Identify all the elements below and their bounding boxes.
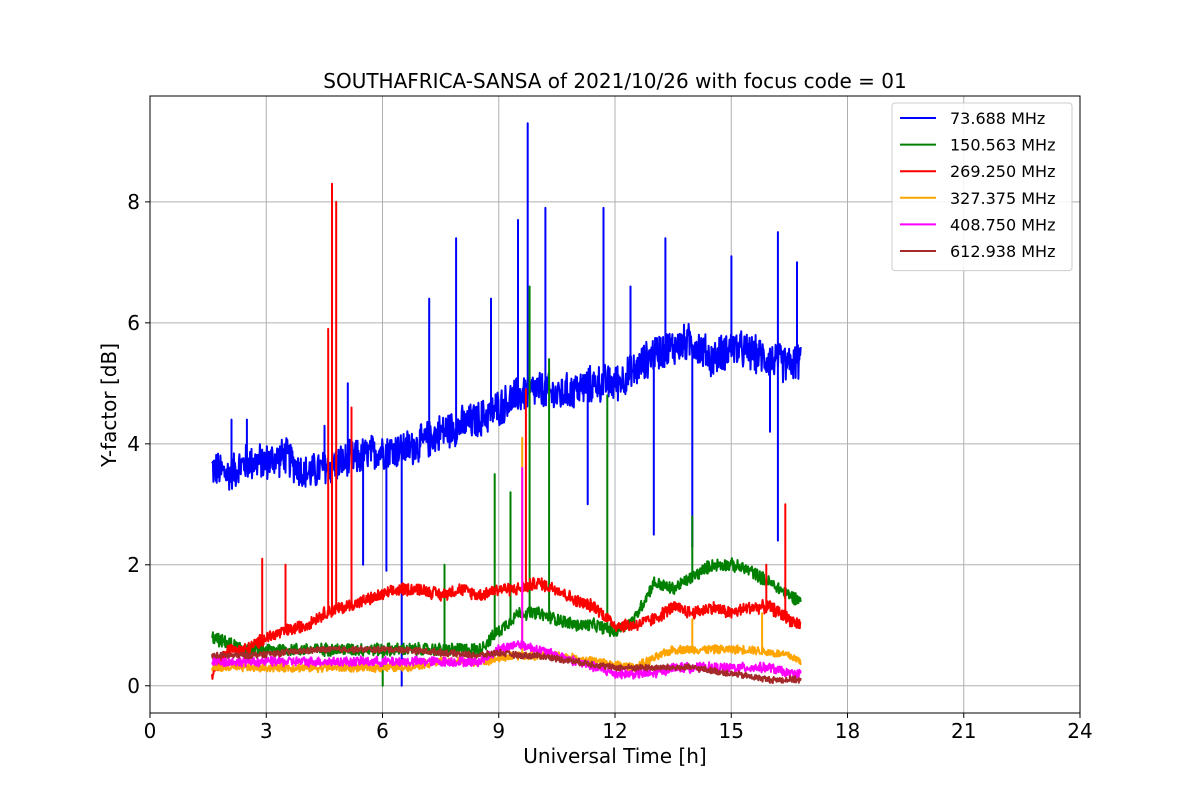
y-tick-label: 4 [127,432,140,456]
legend-label: 327.375 MHz [950,189,1055,208]
x-tick-label: 6 [376,719,389,743]
y-tick-label: 8 [127,190,140,214]
legend-label: 150.563 MHz [950,136,1055,155]
y-tick-label: 6 [127,311,140,335]
y-axis: 0 2 4 6 8 [127,190,150,698]
x-tick-label: 21 [951,719,976,743]
legend-label: 408.750 MHz [950,215,1055,234]
x-tick-label: 12 [602,719,627,743]
legend-box [891,102,1073,272]
y-axis-label: Y-factor [dB] [97,343,121,468]
legend-label: 612.938 MHz [950,242,1055,261]
x-tick-label: 0 [144,719,157,743]
y-tick-label: 0 [127,674,140,698]
legend-label: 73.688 MHz [950,109,1045,128]
plot-area [211,122,802,687]
chart-title: SOUTHAFRICA-SANSA of 2021/10/26 with foc… [323,69,907,93]
legend: 73.688 MHz 150.563 MHz 269.250 MHz 327.375 … [891,102,1073,272]
x-axis: 0 3 6 9 12 15 18 21 24 [144,713,1093,743]
x-tick-label: 9 [492,719,505,743]
x-axis-label: Universal Time [h] [523,744,706,768]
y-tick-label: 2 [127,553,140,577]
series-line [211,182,802,680]
series-line [211,122,802,687]
series-line [211,645,802,684]
x-tick-label: 15 [719,719,744,743]
x-tick-label: 18 [835,719,860,743]
series-line [211,436,802,674]
x-tick-label: 3 [260,719,273,743]
x-tick-label: 24 [1067,719,1092,743]
legend-label: 269.250 MHz [950,162,1055,181]
